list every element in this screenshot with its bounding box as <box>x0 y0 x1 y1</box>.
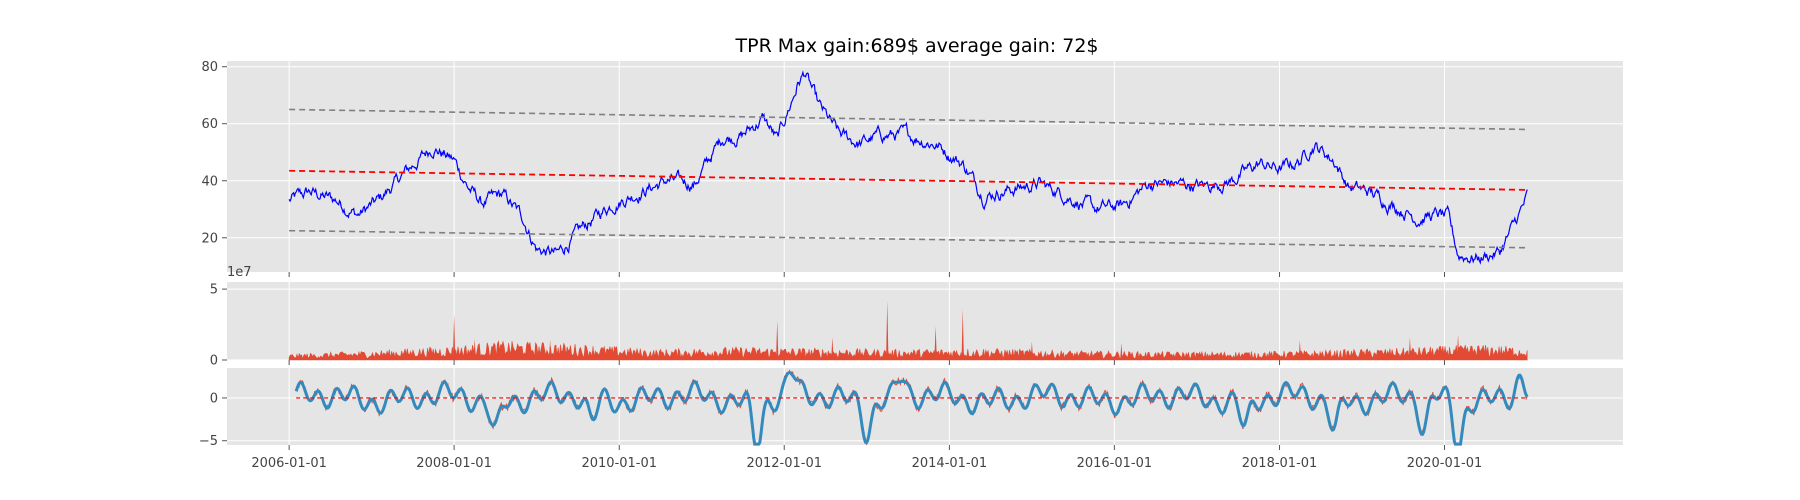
price-gridlines <box>227 61 1623 277</box>
volume-series-group <box>288 300 1528 361</box>
y-tick-label: 80 <box>201 60 218 75</box>
x-tick-label: 2016-01-01 <box>1077 456 1153 471</box>
oscillator-line <box>294 370 1529 446</box>
y-tick-label: −5 <box>199 434 218 449</box>
price-plot-background <box>227 61 1623 272</box>
y-tick-label: 20 <box>201 231 218 246</box>
volume-panel: 05 1e7 <box>210 265 1623 369</box>
x-tick-label: 2012-01-01 <box>746 456 822 471</box>
volume-spike <box>886 300 889 360</box>
price-line <box>288 70 1528 265</box>
chart-title: TPR Max gain:689$ average gain: 72$ <box>735 35 1099 57</box>
volume-spike <box>1120 342 1123 360</box>
volume-spike <box>473 338 476 360</box>
y-tick-label: 0 <box>210 391 218 406</box>
volume-spike <box>934 325 937 360</box>
volume-spike <box>1456 334 1460 360</box>
lower-band-line <box>289 229 1528 249</box>
x-axis-ticks: 2006-01-01 2008-01-01 2010-01-01 2012-01-01… <box>251 456 1482 471</box>
y-tick-label: 5 <box>210 283 218 298</box>
x-tick-label: 2006-01-01 <box>251 456 327 471</box>
volume-spike <box>831 337 834 360</box>
y-tick-label: 40 <box>201 174 218 189</box>
y-tick-label: 0 <box>210 354 218 369</box>
x-tick-label: 2010-01-01 <box>581 456 657 471</box>
volume-spike <box>776 320 779 360</box>
y-tick-label: 60 <box>201 117 218 132</box>
volume-spike <box>1408 337 1412 360</box>
x-tick-label: 2008-01-01 <box>416 456 492 471</box>
volume-y-ticks: 05 <box>210 283 227 369</box>
price-y-ticks: 20 40 60 80 <box>201 60 227 246</box>
volume-spike <box>452 314 456 360</box>
volume-spike <box>1030 341 1034 360</box>
volume-plot-background <box>227 282 1623 360</box>
oscillator-series-group <box>294 369 1529 446</box>
price-series-group <box>288 70 1528 265</box>
oscillator-y-ticks: −5 0 <box>199 391 227 449</box>
x-tick-label: 2014-01-01 <box>912 456 988 471</box>
oscillator-panel: −5 0 2006-01-01 2008-01-01 2010-01-01 2012-0… <box>199 368 1623 471</box>
x-tick-label: 2020-01-01 <box>1407 456 1483 471</box>
price-panel: 20 40 60 80 <box>201 60 1623 277</box>
volume-offset-label: 1e7 <box>227 265 252 280</box>
volume-spike <box>1298 340 1302 360</box>
oscillator-plot-background <box>227 368 1623 445</box>
upper-band-line <box>289 108 1528 131</box>
volume-spike <box>961 308 964 360</box>
volume-spike <box>548 340 552 360</box>
volume-area <box>288 340 1528 361</box>
trend-line <box>289 169 1528 191</box>
x-tick-label: 2018-01-01 <box>1242 456 1318 471</box>
